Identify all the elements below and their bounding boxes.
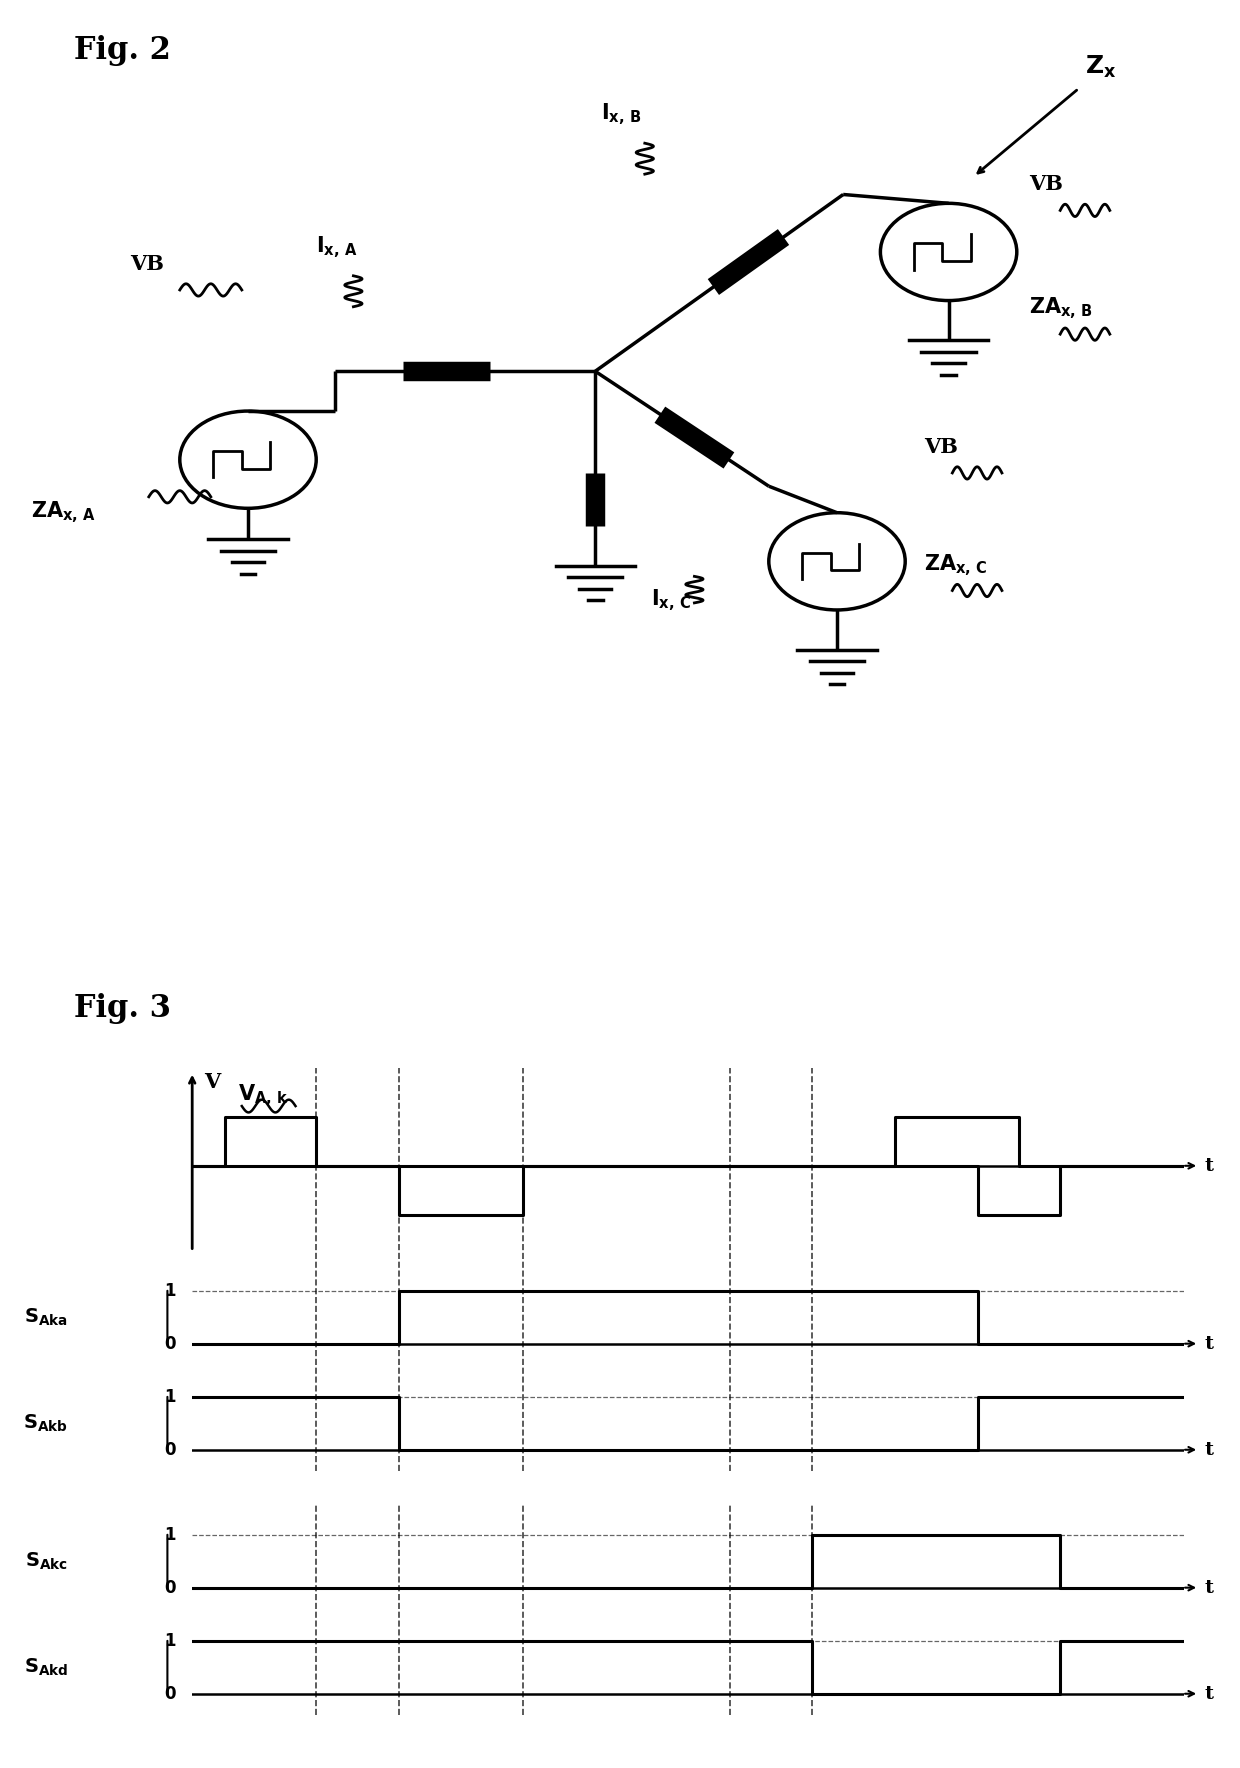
Text: t: t [1204, 1685, 1213, 1703]
Text: 0: 0 [164, 1441, 176, 1459]
Text: 1: 1 [164, 1632, 176, 1650]
Text: 0: 0 [164, 1335, 176, 1353]
Text: $\mathbf{ZA_{x,\,C}}$: $\mathbf{ZA_{x,\,C}}$ [924, 552, 987, 578]
Text: 1: 1 [164, 1388, 176, 1406]
Text: VB: VB [130, 253, 164, 274]
Text: $\mathbf{V_{A,\,k}}$: $\mathbf{V_{A,\,k}}$ [238, 1082, 288, 1107]
Text: 0: 0 [164, 1685, 176, 1703]
Text: Fig. 3: Fig. 3 [74, 992, 171, 1024]
Text: VB: VB [924, 437, 957, 456]
Text: $\mathbf{Z_x}$: $\mathbf{Z_x}$ [1085, 53, 1116, 80]
Text: t: t [1204, 1335, 1213, 1353]
Text: t: t [1204, 1441, 1213, 1459]
Text: $\mathbf{I_{x,\,A}}$: $\mathbf{I_{x,\,A}}$ [316, 233, 357, 260]
Text: $\mathbf{ZA_{x,\,A}}$: $\mathbf{ZA_{x,\,A}}$ [31, 499, 95, 525]
Text: 0: 0 [164, 1579, 176, 1597]
Text: V: V [205, 1071, 221, 1093]
Text: $\mathbf{S_{Akb}}$: $\mathbf{S_{Akb}}$ [24, 1413, 68, 1434]
Text: $\mathbf{S_{Akc}}$: $\mathbf{S_{Akc}}$ [25, 1551, 68, 1572]
Text: t: t [1204, 1579, 1213, 1597]
Text: $\mathbf{S_{Aka}}$: $\mathbf{S_{Aka}}$ [25, 1307, 68, 1328]
Text: $\mathbf{S_{Akd}}$: $\mathbf{S_{Akd}}$ [24, 1657, 68, 1678]
Text: $\mathbf{I_{x,\,C}}$: $\mathbf{I_{x,\,C}}$ [651, 587, 691, 613]
Text: t: t [1204, 1156, 1213, 1174]
Text: $\mathbf{I_{x,\,B}}$: $\mathbf{I_{x,\,B}}$ [601, 101, 641, 127]
Text: VB: VB [1029, 173, 1063, 194]
Text: 1: 1 [164, 1282, 176, 1299]
Text: 1: 1 [164, 1526, 176, 1543]
Text: $\mathbf{ZA_{x,\,B}}$: $\mathbf{ZA_{x,\,B}}$ [1029, 295, 1092, 322]
Text: Fig. 2: Fig. 2 [74, 35, 171, 67]
